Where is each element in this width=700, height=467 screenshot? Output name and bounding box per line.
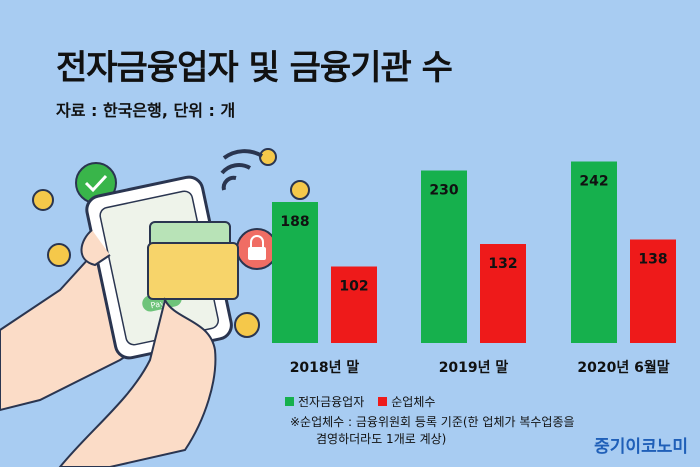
legend-label: 전자금융업자: [298, 395, 365, 409]
bar-value-label: 188: [280, 214, 309, 230]
legend-item-net: 순업체수: [378, 393, 435, 410]
bar-value-label: 132: [488, 256, 517, 272]
legend-swatch-red: [378, 397, 388, 406]
footnote-line-1: ※순업체수 : 금융위원회 등록 기준(한 업체가 복수업종을: [290, 415, 575, 429]
publisher-logo: 중기이코노미: [594, 437, 688, 457]
coin-icon: [32, 148, 310, 338]
category-label: 2018년 말: [290, 360, 360, 376]
footnote: ※순업체수 : 금융위원회 등록 기준(한 업체가 복수업종을 겸영하더라도 1…: [290, 414, 630, 448]
category-label: 2019년 말: [439, 360, 509, 376]
legend-swatch-green: [285, 397, 294, 406]
bar-electronic-0: [272, 202, 318, 343]
bar-net-2: [630, 239, 676, 343]
bar-electronic-2: [571, 161, 617, 343]
legend-label: 순업체수: [391, 395, 436, 409]
category-label: 2020년 6월말: [577, 359, 669, 376]
pay-button-text: Pay: [150, 299, 166, 311]
chart-legend: 전자금융업자 순업체수: [285, 393, 435, 410]
bar-value-label: 230: [429, 183, 458, 199]
legend-item-electronic: 전자금융업자: [285, 393, 364, 410]
bar-net-0: [331, 266, 377, 343]
bar-net-1: [480, 244, 526, 343]
bar-value-label: 138: [638, 252, 667, 268]
chart-title: 전자금융업자 및 금융기관 수: [56, 48, 453, 88]
footnote-line-2: 겸영하더라도 1개로 계상): [316, 432, 447, 446]
bar-value-label: 102: [339, 279, 368, 295]
source-label: 자료 : 한국은행, 단위 : 개: [56, 101, 236, 120]
wifi-icon: [220, 149, 264, 191]
bar-electronic-1: [421, 170, 467, 343]
bar-value-label: 242: [579, 174, 608, 190]
